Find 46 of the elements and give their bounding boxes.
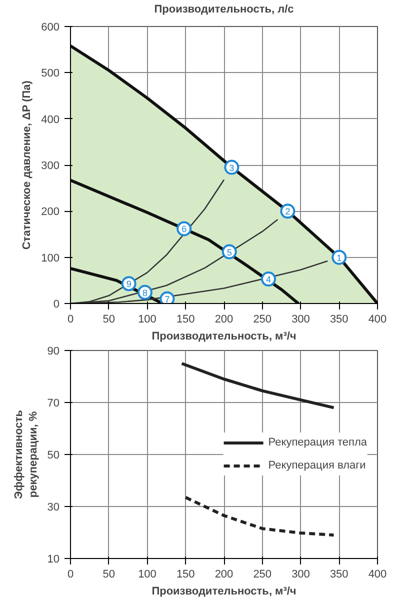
y-tick-label: 70 — [47, 398, 60, 410]
y-tick-label: 200 — [41, 206, 60, 218]
x-axis-title: Производительность, м³/ч — [152, 330, 296, 342]
y-tick-label: 300 — [41, 160, 60, 172]
annotation: 2 — [285, 206, 290, 217]
legend-label: Рекуперация тепла — [268, 436, 367, 448]
x-tick-label: 300 — [292, 568, 310, 580]
x-axis-title: Производительность, м³/ч — [152, 586, 296, 598]
y-tick-label: 600 — [41, 22, 60, 34]
y-axis-title: Эффективность рекуперации, % — [12, 410, 40, 499]
x-tick-label: 100 — [138, 568, 156, 580]
x-tick-label: 300 — [292, 314, 310, 326]
annotation: 9 — [126, 279, 132, 290]
x-tick-label: 200 — [214, 314, 234, 326]
annotation: 1 — [336, 252, 342, 263]
annotation: 4 — [266, 274, 272, 285]
x-tick-label: 150 — [176, 568, 195, 580]
x2-axis-title: Производительность, л/с — [154, 4, 294, 16]
annotation: 8 — [142, 288, 148, 298]
y-tick-label: 0 — [53, 298, 60, 310]
annotation: 6 — [182, 224, 187, 234]
x-tick-label: 350 — [330, 568, 348, 580]
x-tick-label: 0 — [67, 314, 74, 326]
x-tick-label: 0 — [67, 568, 74, 580]
y-tick-label: 500 — [41, 68, 60, 80]
x-tick-label: 200 — [214, 568, 234, 580]
x-tick-label: 400 — [368, 568, 387, 580]
y-tick-label: 30 — [47, 502, 60, 514]
y-tick-label: 100 — [41, 252, 60, 264]
annotation: 5 — [226, 247, 232, 258]
x-tick-label: 350 — [330, 314, 348, 326]
x-tick-label: 250 — [253, 314, 272, 326]
y-tick-label: 10 — [47, 554, 60, 566]
annotation: 7 — [164, 294, 170, 304]
x-tick-label: 150 — [176, 314, 195, 326]
x-tick-label: 400 — [368, 314, 387, 326]
y-tick-label: 50 — [47, 450, 60, 462]
y-tick-label: 90 — [47, 346, 60, 358]
x-tick-label: 250 — [253, 568, 272, 580]
legend-label: Рекуперация влаги — [268, 460, 366, 472]
x-tick-label: 50 — [102, 314, 116, 326]
y-axis-title: Статическое давление, ΔP (Па) — [21, 80, 34, 250]
y-tick-label: 400 — [41, 114, 60, 126]
x-tick-label: 50 — [102, 568, 116, 580]
x-tick-label: 100 — [138, 314, 156, 326]
annotation: 3 — [229, 162, 234, 173]
